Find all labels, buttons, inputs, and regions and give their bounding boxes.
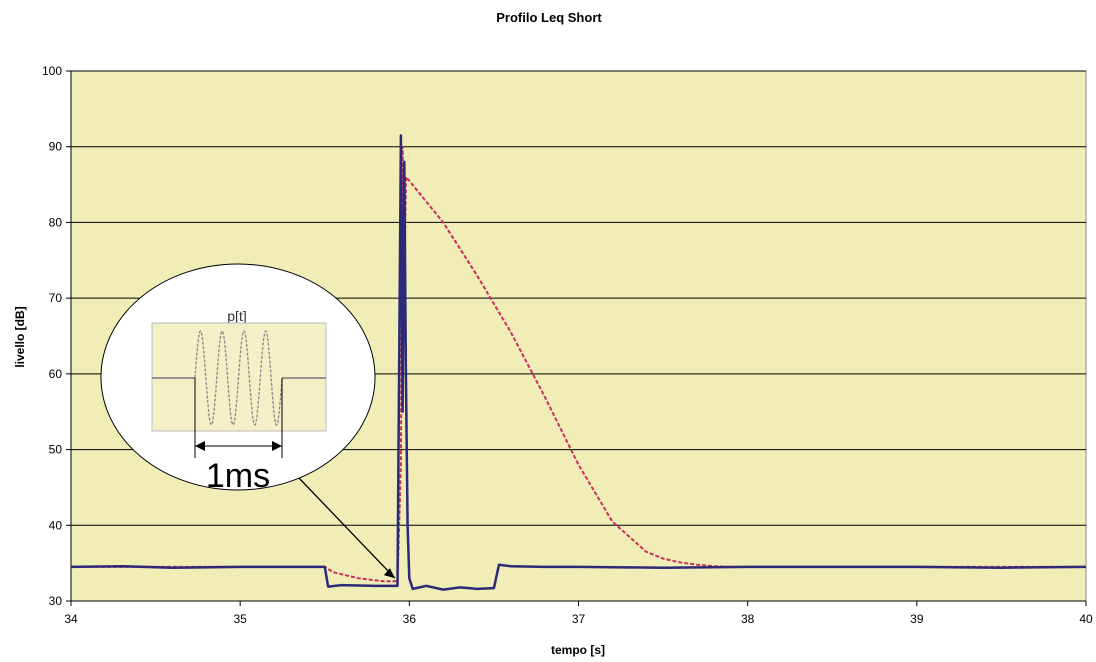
y-tick-label: 60 bbox=[49, 367, 63, 381]
y-tick-label: 90 bbox=[49, 140, 63, 154]
axes bbox=[66, 70, 1087, 606]
callout-pointer-line bbox=[297, 476, 396, 579]
inset-dim-arrow-right bbox=[272, 441, 282, 451]
series-group bbox=[70, 134, 1087, 591]
inset-title: p[t] bbox=[227, 308, 246, 324]
y-tick-label: 30 bbox=[49, 594, 63, 608]
x-axis-label: tempo [s] bbox=[551, 643, 605, 657]
chart-title: Profilo Leq Short bbox=[496, 10, 602, 25]
inset-duration-label: 1ms bbox=[206, 457, 270, 495]
inset-plot-area bbox=[151, 322, 327, 432]
y-tick-label: 50 bbox=[49, 443, 63, 457]
y-tick-label: 70 bbox=[49, 291, 63, 305]
inset-dim-arrow-left bbox=[195, 441, 205, 451]
inset-callout: p[t] 1ms bbox=[100, 263, 396, 579]
x-tick-label: 38 bbox=[741, 612, 755, 626]
y-tick-label: 100 bbox=[42, 64, 62, 78]
callout-arrowhead bbox=[383, 568, 395, 579]
x-tick-label: 40 bbox=[1079, 612, 1093, 626]
y-axis-label: livello [dB] bbox=[13, 306, 27, 367]
x-tick-label: 35 bbox=[233, 612, 247, 626]
y-tick-label: 40 bbox=[49, 518, 63, 532]
x-tick-label: 39 bbox=[910, 612, 924, 626]
inset-sine-wave bbox=[194, 330, 283, 426]
x-tick-label: 37 bbox=[572, 612, 586, 626]
x-tick-label: 34 bbox=[64, 612, 78, 626]
tick-labels: 30 40 50 60 70 80 90 100 34 35 36 37 38 39 40 bbox=[42, 64, 1093, 626]
series-line-2 bbox=[70, 134, 1087, 591]
y-tick-label: 80 bbox=[49, 215, 63, 229]
x-tick-label: 36 bbox=[403, 612, 417, 626]
